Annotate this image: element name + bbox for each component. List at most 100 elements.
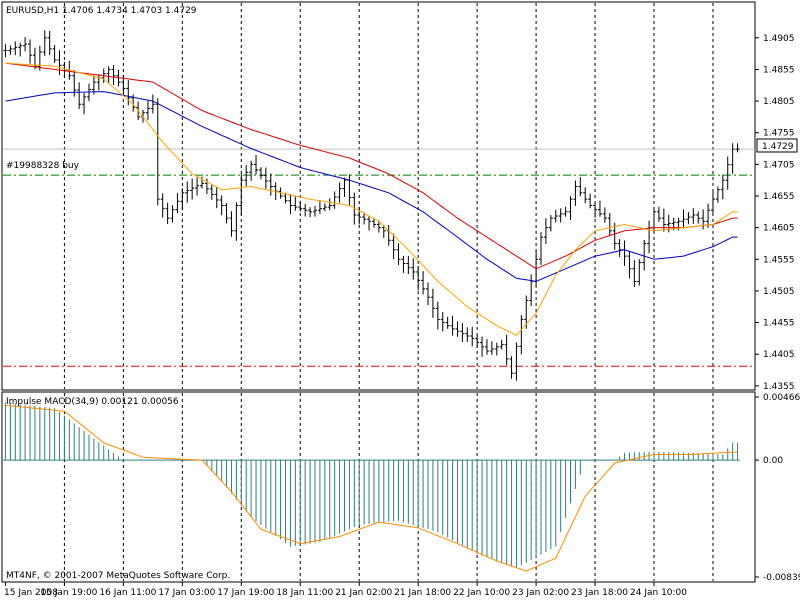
ohlc-bar <box>288 194 293 215</box>
ohlc-bar <box>77 82 82 109</box>
ohlc-bar <box>244 165 249 187</box>
copyright-text: MT4NF, © 2001-2007 MetaQuotes Software C… <box>6 571 230 581</box>
ohlc-bar <box>126 80 131 106</box>
ohlc-bar <box>357 207 362 225</box>
ohlc-bar <box>435 301 440 330</box>
ohlc-bar <box>465 327 470 342</box>
ohlc-bar <box>519 315 524 355</box>
time-tick-label: 21 Jan 02:00 <box>335 588 392 598</box>
price-bars <box>3 30 740 381</box>
ohlc-bar <box>337 182 342 203</box>
ohlc-bar <box>170 205 175 223</box>
current-price-box <box>756 138 798 153</box>
ohlc-bar <box>706 203 711 228</box>
time-tick-label: 23 Jan 18:00 <box>571 588 628 598</box>
ohlc-bar <box>470 326 475 347</box>
price-tick-label: 1.4605 <box>763 224 795 234</box>
current-price-label: 1.4729 <box>762 142 794 152</box>
time-tick-label: 16 Jan 11:00 <box>99 588 156 598</box>
ohlc-bar <box>509 356 514 379</box>
ohlc-bar <box>303 204 308 217</box>
ohlc-bar <box>637 259 642 286</box>
ohlc-bar <box>293 196 298 211</box>
ohlc-bar <box>617 239 622 258</box>
indicator-tick-label: 0.00466 <box>763 393 800 403</box>
ohlc-bar <box>715 186 720 203</box>
ohlc-bar <box>204 178 209 195</box>
ohlc-bar <box>96 74 101 91</box>
price-tick-label: 1.4405 <box>763 350 795 360</box>
ohlc-bar <box>730 143 735 174</box>
ohlc-bar <box>312 205 317 217</box>
ohlc-bar <box>347 174 352 206</box>
ohlc-bar <box>224 202 229 224</box>
ma-red-line <box>5 62 738 270</box>
ohlc-bar <box>332 191 337 209</box>
ohlc-bar <box>445 316 450 329</box>
ohlc-bar <box>13 41 18 56</box>
ohlc-bar <box>696 211 701 224</box>
ohlc-bar <box>160 193 165 218</box>
price-tick-label: 1.4355 <box>763 382 795 392</box>
ohlc-bar <box>3 44 8 58</box>
price-tick-label: 1.4755 <box>763 129 795 139</box>
time-tick-label: 22 Jan 10:00 <box>453 588 510 598</box>
ohlc-bar <box>249 160 254 181</box>
ohlc-bar <box>450 315 455 336</box>
ohlc-bar <box>612 222 617 250</box>
ohlc-bar <box>28 39 33 64</box>
price-tick-label: 1.4905 <box>763 34 795 44</box>
ohlc-bar <box>401 255 406 273</box>
ohlc-bar <box>593 201 598 218</box>
symbol-header: EURUSD,H1 1.4706 1.4734 1.4703 1.4729 <box>6 6 197 16</box>
ohlc-bar <box>411 258 416 280</box>
ohlc-bar <box>681 209 686 229</box>
ohlc-bar <box>573 180 578 206</box>
time-tick-label: 15 Jan 19:00 <box>40 588 97 598</box>
ohlc-bar <box>234 202 239 241</box>
ohlc-bar <box>386 224 391 246</box>
ohlc-bar <box>32 47 37 70</box>
time-tick-label: 24 Jan 10:00 <box>630 588 687 598</box>
ohlc-bar <box>283 192 288 204</box>
ohlc-bar <box>421 271 426 295</box>
ohlc-bar <box>406 255 411 275</box>
ohlc-bar <box>322 203 327 212</box>
ohlc-bar <box>209 184 214 200</box>
ohlc-bar <box>460 323 465 343</box>
ohlc-bar <box>145 100 150 121</box>
ohlc-bar <box>18 42 23 57</box>
price-axis: 1.4905 1.4855 1.4805 1.4755 1.4705 1.4655 1.46… <box>755 34 800 583</box>
ohlc-bar <box>273 182 278 201</box>
time-tick-label: 17 Jan 03:00 <box>158 588 215 598</box>
macd-signal <box>5 404 738 572</box>
ohlc-bar <box>106 66 111 84</box>
ohlc-bar <box>185 181 190 203</box>
ohlc-bar <box>632 260 637 288</box>
ohlc-bar <box>499 339 504 350</box>
ohlc-bar <box>268 173 273 196</box>
ohlc-bar <box>563 206 568 217</box>
ohlc-bar <box>642 239 647 271</box>
indicator-tick-label: 0.00 <box>763 456 783 466</box>
ohlc-bar <box>475 335 480 348</box>
price-tick-label: 1.4855 <box>763 65 795 75</box>
ohlc-bar <box>47 31 52 56</box>
ohlc-bar <box>647 220 652 254</box>
ohlc-bar <box>150 94 155 114</box>
ohlc-bar <box>720 174 725 200</box>
ohlc-bar <box>489 341 494 355</box>
ohlc-bar <box>175 193 180 214</box>
ohlc-bar <box>504 334 509 366</box>
ohlc-bar <box>214 186 219 209</box>
trade-label: #19988328 buy <box>6 161 80 171</box>
time-tick-label: 15 Jan 2008 <box>4 588 58 598</box>
time-tick-label: 17 Jan 19:00 <box>217 588 274 598</box>
ohlc-bar <box>652 207 657 233</box>
ohlc-bar <box>430 288 435 318</box>
ohlc-bar <box>558 208 563 223</box>
ohlc-bar <box>165 202 170 225</box>
